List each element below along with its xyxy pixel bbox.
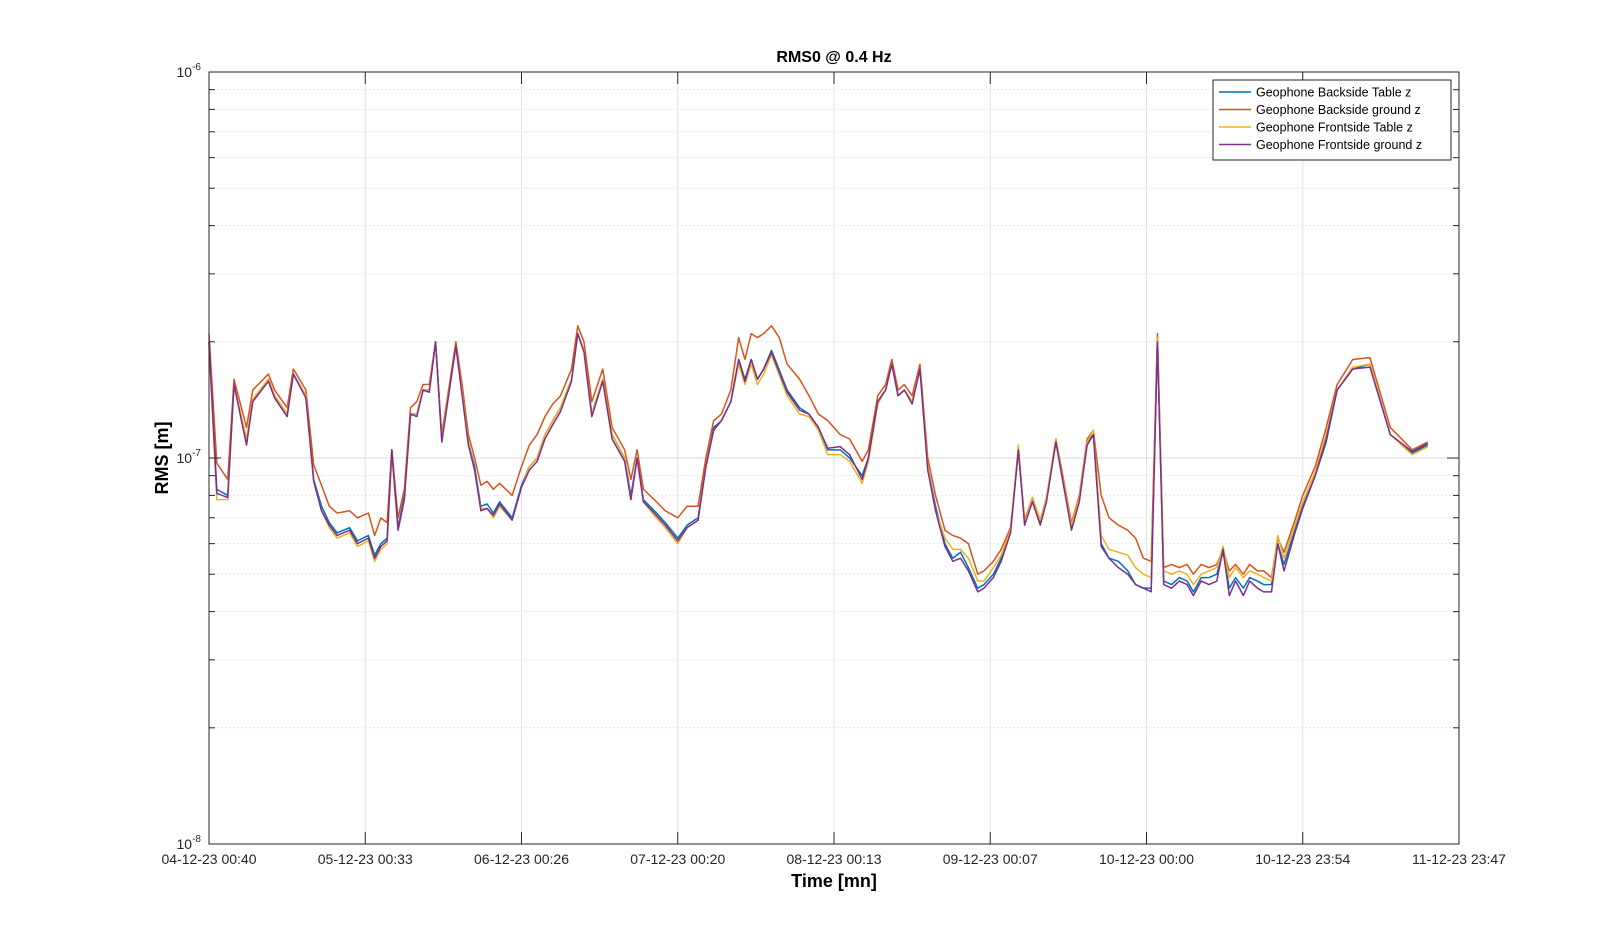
- x-tick-label: 09-12-23 00:07: [943, 851, 1038, 867]
- y-tick-label: 10-6: [177, 62, 202, 80]
- y-tick-label: 10-7: [177, 448, 202, 466]
- y-axis-title: RMS [m]: [152, 422, 172, 495]
- x-axis-title: Time [mn]: [791, 871, 877, 891]
- x-tick-label: 05-12-23 00:33: [318, 851, 413, 867]
- y-tick-label: 10-8: [177, 834, 202, 852]
- series-lines: [208, 325, 1429, 597]
- x-tick-label: 08-12-23 00:13: [787, 851, 882, 867]
- x-tick-label: 04-12-23 00:40: [162, 851, 257, 867]
- legend-box: [1212, 79, 1452, 161]
- chart-title: RMS0 @ 0.4 Hz: [776, 49, 891, 66]
- x-tick-label: 06-12-23 00:26: [474, 851, 569, 867]
- legend: Geophone Backside Table z Geophone Backsi…: [1212, 79, 1452, 161]
- x-tick-label: 11-12-23 23:47: [1412, 851, 1506, 867]
- legend-label-2: Geophone Backside ground z: [1256, 103, 1421, 117]
- series-line-4: [208, 332, 1429, 597]
- legend-label-4: Geophone Frontside ground z: [1256, 138, 1422, 152]
- x-tick-label: 10-12-23 00:00: [1099, 851, 1194, 867]
- series-line-2: [208, 325, 1429, 579]
- legend-label-3: Geophone Frontside Table z: [1256, 121, 1413, 135]
- x-tick-label: 10-12-23 23:54: [1255, 851, 1350, 867]
- tick-labels: 04-12-23 00:40 05-12-23 00:33 06-12-23 00:…: [162, 62, 1507, 867]
- ticks: [208, 72, 1460, 845]
- x-tick-label: 07-12-23 00:20: [630, 851, 725, 867]
- legend-label-1: Geophone Backside Table z: [1256, 86, 1411, 100]
